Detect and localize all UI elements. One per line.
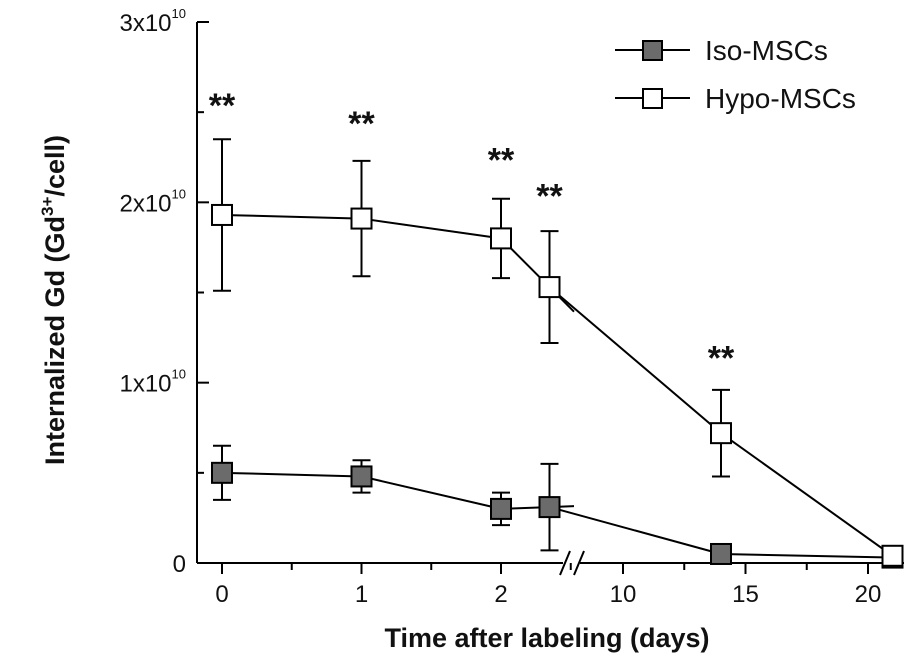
- y-axis-title: Internalized Gd (Gd3+/cell): [38, 135, 70, 465]
- significance-marker: **: [488, 141, 515, 179]
- x-tick-label: 2: [494, 581, 507, 608]
- series-line-segment: [720, 432, 894, 557]
- data-point-hypo-mscs: [350, 207, 373, 230]
- series-line-segment: [720, 552, 893, 559]
- y-axis-title-suffix: /cell): [40, 135, 70, 197]
- x-tick-label: 0: [215, 581, 228, 608]
- y-tick-label: 0: [173, 551, 186, 578]
- y-tick-label: 3x1010: [119, 6, 186, 37]
- axis-break-mark-2: [573, 550, 585, 576]
- y-tick-label: 1x1010: [119, 367, 186, 398]
- series-line-segment: [361, 475, 502, 510]
- y-tick-exponent: 10: [172, 6, 186, 21]
- legend-label-hypo: Hypo-MSCs: [705, 83, 856, 114]
- x-tick-label: 1: [355, 581, 368, 608]
- y-axis-title-superscript: 3+: [38, 196, 57, 215]
- data-point-iso-mscs: [211, 461, 233, 484]
- data-point-hypo-mscs: [710, 422, 732, 445]
- data-point-iso-mscs: [710, 542, 732, 565]
- x-axis-title: Time after labeling (days): [384, 623, 709, 653]
- series-line-segment: [221, 471, 362, 478]
- y-tick-exponent: 10: [172, 186, 186, 201]
- y-axis-title-prefix: Internalized Gd (Gd: [40, 216, 70, 465]
- data-point-hypo-mscs: [538, 276, 561, 299]
- x-tick-label: 20: [855, 581, 882, 608]
- series-line-segment: [549, 506, 722, 555]
- significance-marker: **: [536, 177, 563, 215]
- data-point-hypo-mscs: [490, 227, 512, 250]
- y-tick-exponent: 10: [172, 367, 186, 382]
- data-point-iso-mscs: [350, 465, 373, 488]
- y-tick-mantissa: 0: [173, 551, 186, 578]
- series-line-segment: [361, 217, 502, 240]
- data-point-iso-mscs: [538, 496, 561, 519]
- y-tick-mantissa: 3x10: [119, 10, 171, 37]
- x-tick-label: 10: [610, 581, 637, 608]
- legend-label-iso: Iso-MSCs: [705, 35, 828, 66]
- significance-marker: **: [209, 87, 236, 125]
- y-tick-label: 2x1010: [119, 186, 186, 217]
- series-line-segment: [221, 213, 362, 220]
- significance-marker: **: [708, 340, 735, 378]
- series-line-segment: [548, 286, 722, 434]
- y-tick-mantissa: 2x10: [119, 190, 171, 217]
- legend: Iso-MSCs Hypo-MSCs: [615, 35, 856, 114]
- legend-marker-hypo: [642, 88, 663, 109]
- x-tick-label: 15: [732, 581, 759, 608]
- significance-marker: **: [348, 105, 375, 143]
- data-point-hypo-mscs: [881, 544, 904, 567]
- legend-marker-iso: [642, 40, 663, 61]
- data-point-hypo-mscs: [211, 203, 233, 226]
- series-hypo-mscs: [211, 138, 904, 567]
- data-point-iso-mscs: [490, 497, 512, 520]
- y-tick-mantissa: 1x10: [119, 371, 171, 398]
- axis-break-mark-1: [559, 550, 571, 576]
- series-iso-mscs: [211, 444, 904, 569]
